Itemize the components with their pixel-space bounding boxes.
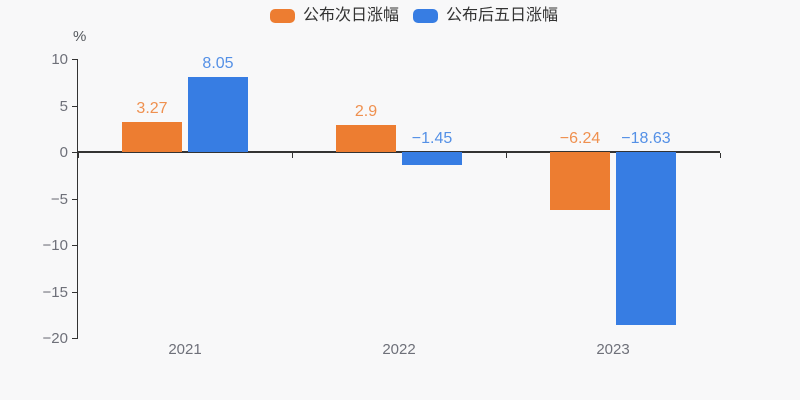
y-axis-tick (72, 59, 78, 60)
legend: 公布次日涨幅 公布后五日涨幅 (14, 8, 800, 24)
value-label-公布后五日涨幅-2022: −1.45 (411, 130, 453, 147)
y-axis-tick-label: −15 (42, 284, 68, 301)
x-axis-category-label: 2022 (382, 341, 416, 358)
bar-公布次日涨幅-2021 (122, 122, 182, 152)
y-axis-tick-label: −20 (42, 330, 68, 347)
y-axis-tick (72, 292, 78, 293)
x-axis-tick (292, 153, 293, 158)
y-axis-tick (72, 199, 78, 200)
bar-公布后五日涨幅-2022 (402, 152, 462, 165)
x-axis-tick (78, 153, 79, 158)
y-axis-tick (72, 152, 78, 153)
legend-label-five-day-change: 公布后五日涨幅 (446, 7, 559, 24)
value-label-公布后五日涨幅-2021: 8.05 (202, 55, 234, 72)
value-label-公布次日涨幅-2021: 3.27 (136, 100, 168, 117)
legend-label-next-day-change: 公布次日涨幅 (302, 7, 399, 24)
y-axis-tick-label: 5 (59, 98, 68, 115)
y-axis-tick-label: −10 (42, 237, 68, 254)
bar-公布次日涨幅-2022 (336, 125, 396, 152)
y-axis-line (77, 59, 78, 338)
bar-公布后五日涨幅-2023 (616, 152, 676, 325)
y-axis-unit-label: % (73, 28, 87, 45)
bar-公布后五日涨幅-2021 (188, 77, 248, 152)
x-axis-line (77, 151, 720, 153)
y-axis-tick (72, 106, 78, 107)
y-axis-tick-label: 10 (51, 51, 68, 68)
value-label-公布后五日涨幅-2023: −18.63 (621, 130, 671, 147)
x-axis-category-label: 2023 (596, 341, 630, 358)
y-axis-tick (72, 338, 78, 339)
x-axis-category-label: 2021 (168, 341, 202, 358)
x-axis-tick (506, 153, 507, 158)
legend-swatch-orange-icon (269, 9, 295, 23)
legend-item-next-day-change[interactable]: 公布次日涨幅 (269, 7, 399, 24)
y-axis-tick-label: 0 (59, 144, 68, 161)
bar-公布次日涨幅-2023 (550, 152, 610, 210)
legend-swatch-blue-icon (413, 9, 438, 23)
value-label-公布次日涨幅-2023: −6.24 (559, 130, 601, 147)
legend-item-five-day-change[interactable]: 公布后五日涨幅 (413, 8, 558, 24)
value-label-公布次日涨幅-2022: 2.9 (354, 103, 378, 120)
y-axis-tick (72, 245, 78, 246)
y-axis-tick-label: −5 (50, 191, 68, 208)
x-axis-tick (720, 153, 721, 158)
